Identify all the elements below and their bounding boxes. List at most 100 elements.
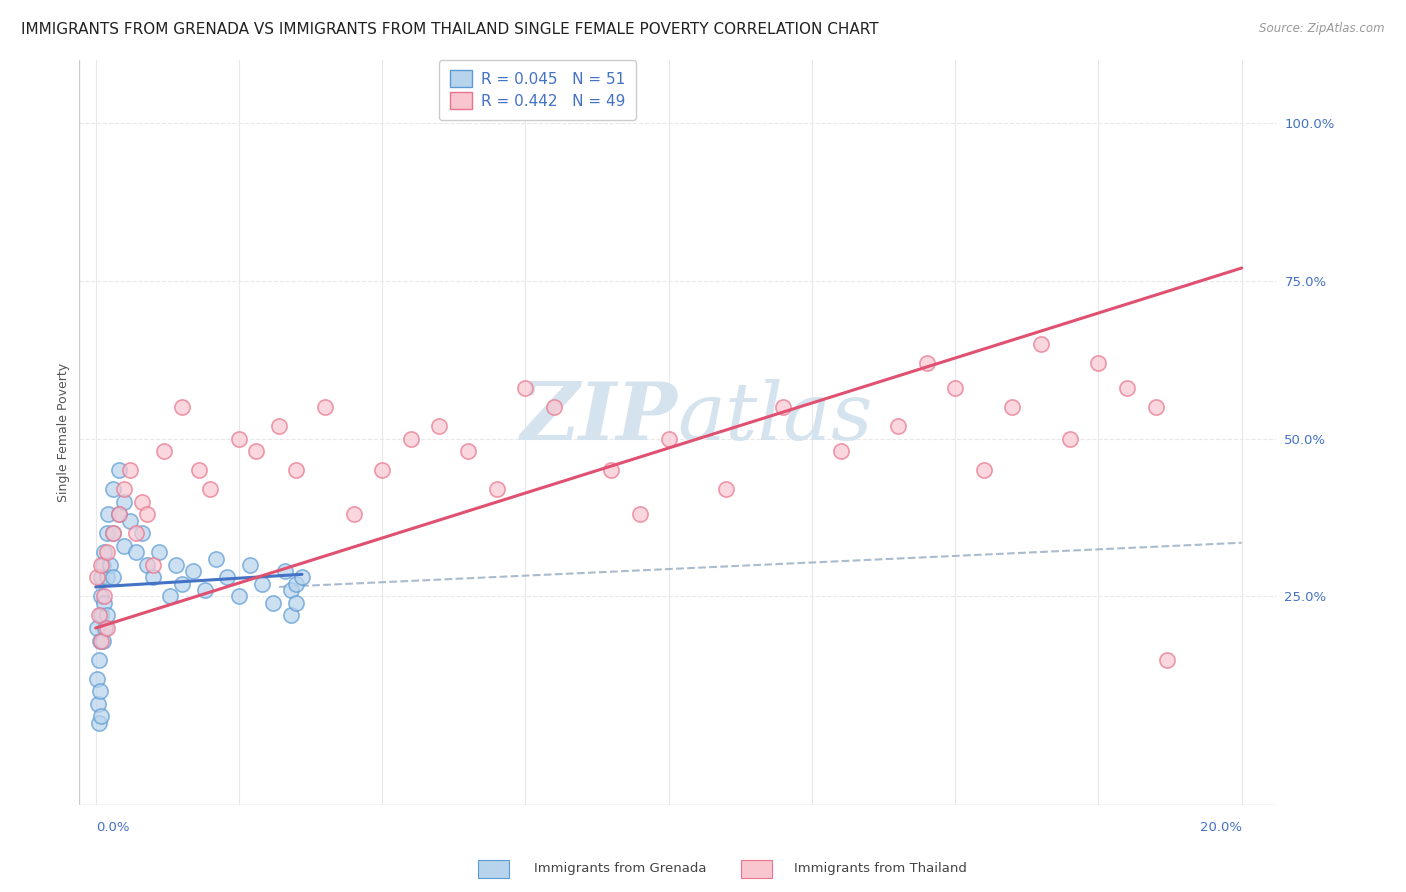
Point (90, 608, 112, 623)
Text: atlas: atlas (678, 378, 873, 456)
Point (131, 526, 153, 541)
Point (342, 508, 364, 522)
Point (90, 570, 112, 584)
Point (101, 482, 124, 496)
Point (1087, 356, 1109, 370)
Point (772, 400, 794, 414)
Point (973, 463, 995, 477)
Point (93, 590, 115, 604)
Point (628, 508, 651, 522)
Point (148, 545, 170, 559)
Point (159, 590, 181, 604)
Point (887, 418, 910, 433)
Text: ZIP: ZIP (520, 378, 678, 456)
Point (181, 564, 204, 578)
Point (239, 558, 262, 572)
Point (1029, 336, 1052, 351)
Point (90, 633, 112, 648)
Point (170, 576, 193, 591)
Point (943, 381, 966, 395)
Text: 0.0%: 0.0% (96, 821, 129, 834)
Point (90, 709, 112, 723)
Point (262, 596, 284, 610)
Point (399, 432, 422, 446)
Point (112, 539, 135, 553)
Point (120, 514, 142, 528)
Point (280, 608, 302, 623)
Point (1144, 400, 1167, 414)
Point (228, 590, 250, 604)
Point (87, 697, 110, 711)
Point (228, 432, 250, 446)
Point (107, 508, 129, 522)
Point (915, 356, 938, 370)
Point (90, 590, 112, 604)
Point (1116, 381, 1139, 395)
Point (86, 672, 108, 686)
Point (267, 418, 290, 433)
Point (101, 526, 124, 541)
Point (91, 558, 114, 572)
Point (485, 482, 508, 496)
Point (165, 558, 187, 572)
Point (274, 564, 297, 578)
Point (125, 526, 148, 541)
Text: 20.0%: 20.0% (1199, 821, 1241, 834)
Point (86, 621, 108, 635)
Point (112, 482, 135, 496)
Text: Immigrants from Thailand: Immigrants from Thailand (794, 863, 967, 875)
Point (285, 596, 308, 610)
Point (1059, 432, 1081, 446)
Text: IMMIGRANTS FROM GRENADA VS IMMIGRANTS FROM THAILAND SINGLE FEMALE POVERTY CORREL: IMMIGRANTS FROM GRENADA VS IMMIGRANTS FR… (21, 22, 879, 37)
Point (87, 715, 110, 730)
Point (131, 494, 153, 508)
Point (170, 400, 193, 414)
Point (96, 621, 118, 635)
Point (97, 508, 120, 522)
Point (371, 463, 394, 477)
Point (125, 545, 148, 559)
Point (98, 558, 121, 572)
Point (245, 444, 267, 458)
Point (107, 463, 129, 477)
Point (193, 583, 215, 598)
Point (101, 526, 124, 541)
Point (714, 482, 737, 496)
Point (250, 576, 273, 591)
Point (1156, 652, 1178, 666)
Point (429, 418, 451, 433)
Point (658, 432, 681, 446)
Point (96, 608, 118, 623)
Point (94, 621, 117, 635)
Point (86, 570, 108, 584)
Point (120, 463, 142, 477)
Point (217, 570, 239, 584)
Point (314, 400, 336, 414)
Point (89, 633, 111, 648)
Point (87, 608, 110, 623)
Point (830, 444, 852, 458)
Point (285, 463, 308, 477)
Point (205, 551, 228, 566)
Point (153, 444, 176, 458)
Text: Immigrants from Grenada: Immigrants from Grenada (534, 863, 707, 875)
Text: Source: ZipAtlas.com: Source: ZipAtlas.com (1260, 22, 1385, 36)
Point (515, 381, 537, 395)
Point (291, 570, 314, 584)
Point (90, 558, 112, 572)
Point (136, 558, 159, 572)
Point (107, 508, 129, 522)
Point (93, 596, 115, 610)
Point (543, 400, 565, 414)
Point (200, 482, 222, 496)
Point (1001, 400, 1024, 414)
Point (91, 633, 114, 648)
Point (280, 583, 302, 598)
Point (136, 508, 159, 522)
Point (96, 570, 118, 584)
Point (101, 570, 124, 584)
Point (112, 494, 135, 508)
Point (142, 570, 165, 584)
Y-axis label: Single Female Poverty: Single Female Poverty (58, 363, 70, 502)
Point (96, 526, 118, 541)
